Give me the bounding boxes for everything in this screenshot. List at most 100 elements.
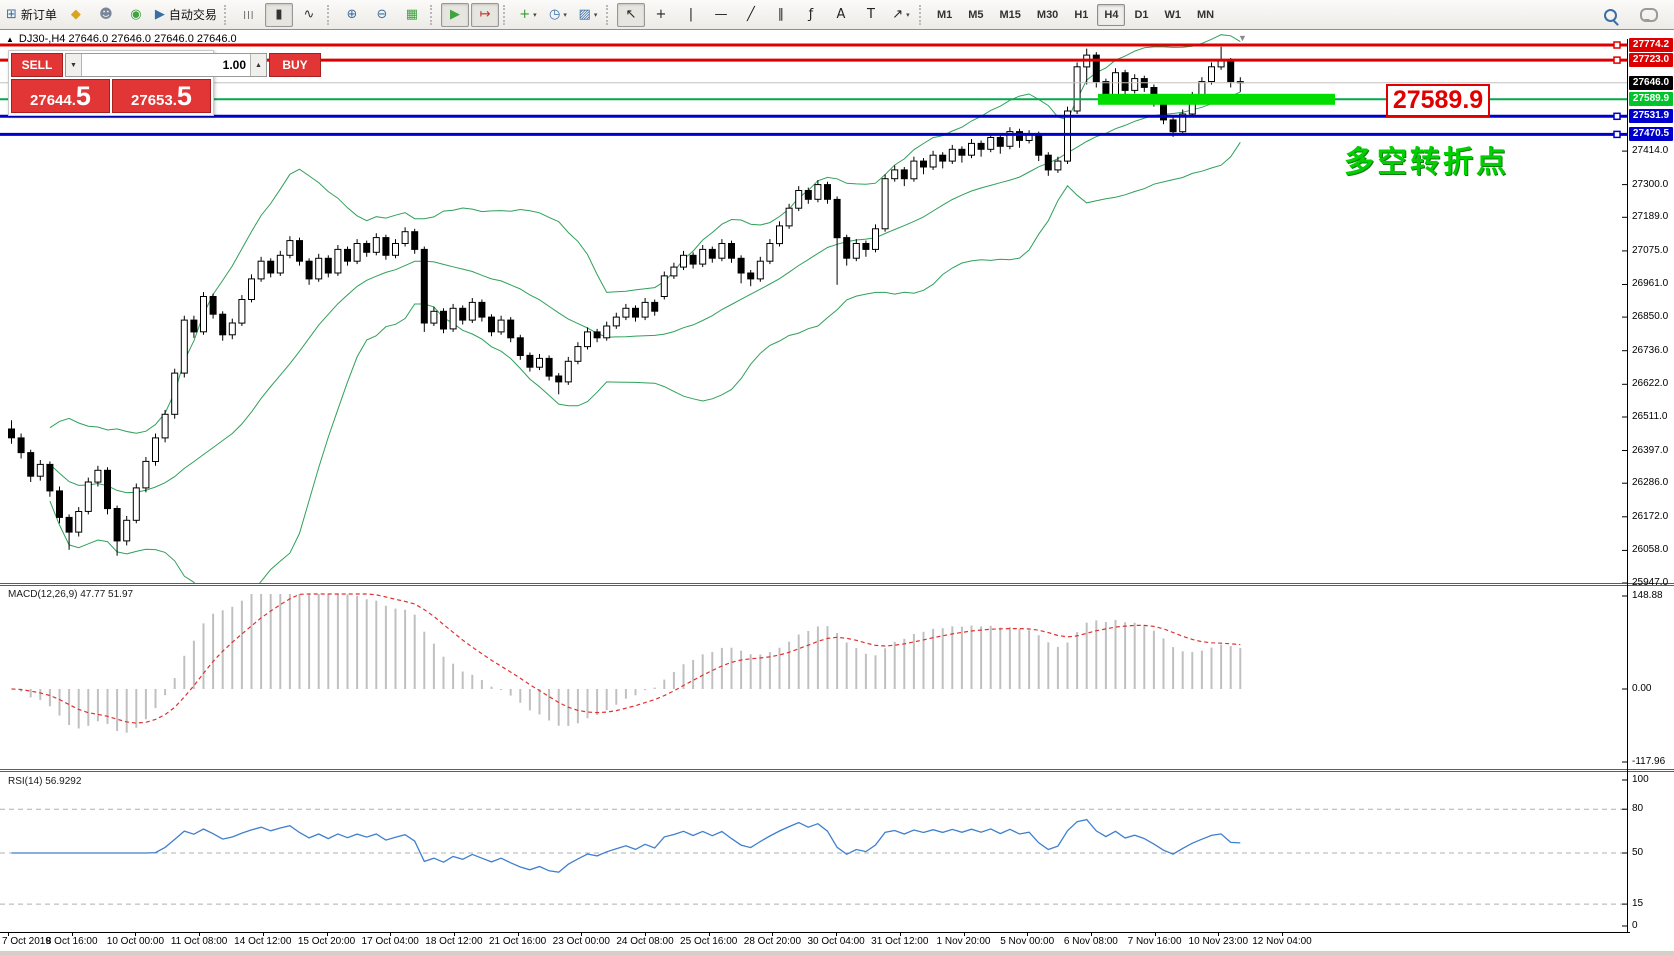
chart-shift-icon: ↦	[479, 7, 491, 22]
price-axis-label: 26622.0	[1632, 378, 1669, 390]
timeframe-m15-button[interactable]: M15	[999, 8, 1021, 21]
date-tick	[899, 932, 901, 936]
indicators-button[interactable]: + ▾	[514, 3, 542, 27]
date-label: 1 Nov 20:00	[936, 936, 991, 947]
rsi-axis-label: 100	[1632, 774, 1649, 785]
date-tick	[645, 932, 646, 936]
cursor-button[interactable]: ↖	[616, 2, 645, 27]
time-axis[interactable]	[0, 932, 1630, 951]
chevron-down-icon[interactable]: ▾	[593, 11, 598, 19]
template-icon: ▨	[578, 7, 591, 22]
sell-price-main: 27644.	[30, 92, 76, 109]
date-label: 15 Oct 20:00	[297, 936, 356, 947]
timeframe-mn-button[interactable]: MN	[1197, 8, 1215, 21]
arrows-button[interactable]: ↗ ▾	[887, 3, 915, 27]
sell-button[interactable]: SELL	[11, 53, 63, 77]
buy-button[interactable]: BUY	[269, 53, 321, 77]
tile-windows-button[interactable]: ▦	[398, 3, 426, 27]
toolbar: ⊞ 新订单 ◆ ☻ ◉ ▶ 自动交易 ||| ▮ ∿ ⊕ ⊖ ▦ ▶ ↦ + ▾ ◷ ▾ ▨ ▾ ↖ + | — ╱ ∥ ƒ A T ↗ ▾ M…	[0, 0, 1674, 30]
price-axis-label: 26850.0	[1632, 311, 1669, 323]
collapse-arrow-icon[interactable]: ▲	[6, 34, 14, 44]
turning-point-annotation[interactable]: 多空转折点	[1344, 145, 1509, 180]
signals-button[interactable]: ◉	[122, 3, 150, 27]
zoom-out-button[interactable]: ⊖	[368, 3, 396, 27]
zoom-out-icon: ⊖	[376, 7, 388, 22]
sell-price[interactable]: 27644. 5	[11, 79, 110, 113]
tile-windows-icon: ▦	[405, 7, 419, 22]
price-axis-label: 26172.0	[1632, 510, 1669, 522]
timeframe-m5-button[interactable]: M5	[968, 8, 984, 21]
toolbar-separator	[326, 4, 333, 25]
pane-divider[interactable]	[0, 583, 1674, 586]
zoom-in-icon: ⊕	[346, 7, 358, 22]
date-tick	[135, 932, 137, 936]
buy-price-main: 27653.	[131, 92, 177, 109]
rsi-indicator-label: RSI(14) 56.9292	[8, 776, 82, 787]
chart-window[interactable]: ▲ DJ30-,H4 27646.0 27646.0 27646.0 27646…	[0, 31, 1674, 955]
date-tick	[8, 932, 9, 936]
date-tick	[326, 932, 328, 936]
date-label: 25 Oct 16:00	[680, 936, 738, 947]
volume-increase-button[interactable]: ▲	[250, 54, 266, 76]
date-tick	[1090, 932, 1092, 936]
search-icon	[1603, 8, 1617, 22]
autotrading-button-label: 自动交易	[168, 8, 217, 22]
chat-button[interactable]	[1635, 3, 1663, 27]
clock-icon: ◷	[549, 7, 561, 22]
templates-button[interactable]: ▨ ▾	[574, 3, 602, 27]
candlestick-chart-button[interactable]: ▮	[264, 2, 293, 27]
periods-button[interactable]: ◷ ▾	[544, 3, 572, 27]
trendline-button[interactable]: ╱	[737, 3, 765, 27]
label-button[interactable]: T	[857, 3, 885, 27]
new-order-button[interactable]: ⊞ 新订单	[3, 3, 60, 27]
auto-scroll-button[interactable]: ▶	[440, 2, 469, 27]
volume-decrease-button[interactable]: ▼	[66, 54, 82, 76]
date-label: 5 Nov 00:00	[1000, 936, 1055, 947]
macd-pane-canvas[interactable]	[0, 586, 1630, 769]
timeframe-w1-button[interactable]: W1	[1164, 8, 1182, 21]
bar-chart-button[interactable]: |||	[235, 3, 263, 27]
fibonacci-button[interactable]: ƒ	[797, 3, 825, 27]
metaeditor-button[interactable]: ◆	[62, 3, 90, 27]
macd-axis-label: 0.00	[1632, 683, 1652, 694]
pane-divider[interactable]	[0, 769, 1674, 772]
autotrading-button[interactable]: ▶ 自动交易	[152, 3, 220, 27]
toolbar-separator	[502, 4, 509, 25]
crosshair-button[interactable]: +	[647, 3, 675, 27]
timeframe-h1-button[interactable]: H1	[1074, 8, 1089, 21]
rsi-axis-label: 0	[1632, 920, 1638, 931]
price-callout-label[interactable]: 27589.9	[1386, 84, 1490, 117]
channel-button[interactable]: ∥	[767, 3, 795, 27]
macd-axis-label: -117.96	[1632, 756, 1666, 767]
horizontal-line-button[interactable]: —	[707, 3, 735, 27]
line-chart-button[interactable]: ∿	[295, 3, 323, 27]
chart-title-text: DJ30-,H4 27646.0 27646.0 27646.0 27646.0	[18, 33, 237, 45]
timeframe-h4-button[interactable]: H4	[1097, 3, 1126, 26]
date-tick	[262, 932, 264, 936]
line-chart-icon: ∿	[303, 7, 315, 22]
chart-shift-button[interactable]: ↦	[470, 2, 499, 27]
buy-price[interactable]: 27653. 5	[112, 79, 211, 113]
profile-button[interactable]: ☻	[92, 3, 120, 27]
timeframe-d1-button[interactable]: D1	[1134, 8, 1149, 21]
chart-shift-marker-icon[interactable]: ▼	[1238, 33, 1247, 43]
volume-input[interactable]	[82, 54, 250, 76]
chevron-down-icon[interactable]: ▾	[563, 11, 567, 19]
timeframe-m30-button[interactable]: M30	[1036, 8, 1059, 21]
chevron-down-icon[interactable]: ▾	[906, 11, 910, 19]
rsi-pane-canvas[interactable]	[0, 772, 1630, 932]
chevron-down-icon[interactable]: ▾	[533, 11, 537, 19]
new-order-button-label: 新订单	[20, 8, 57, 22]
chat-icon	[1640, 8, 1658, 22]
rsi-axis-label: 80	[1632, 803, 1644, 815]
text-button[interactable]: A	[827, 3, 855, 27]
label-icon: T	[866, 7, 875, 22]
date-label: 28 Oct 20:00	[743, 936, 802, 947]
date-tick	[71, 932, 73, 936]
search-button[interactable]	[1596, 3, 1624, 27]
zoom-in-button[interactable]: ⊕	[338, 3, 366, 27]
vertical-line-button[interactable]: |	[677, 3, 705, 27]
timeframe-m1-button[interactable]: M1	[936, 8, 953, 21]
horizontal-line-icon: —	[714, 7, 728, 22]
main-chart-canvas[interactable]	[0, 31, 1630, 584]
